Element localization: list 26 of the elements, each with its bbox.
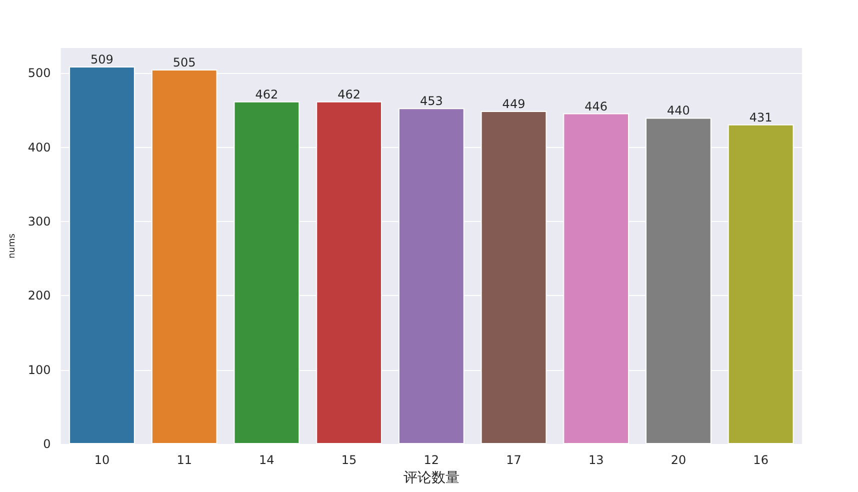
y-tick-label: 0 [43,437,51,451]
data-label: 431 [749,110,772,124]
data-label: 462 [255,87,278,102]
data-label: 505 [172,56,196,70]
data-label: 509 [90,52,114,67]
y-tick-label: 300 [28,214,51,229]
x-tick-label: 11 [176,453,192,467]
x-axis-title: 评论数量 [403,470,460,486]
data-label: 462 [338,87,360,102]
x-tick-label: 14 [259,453,274,467]
y-tick-label: 200 [28,288,51,303]
x-tick-label: 20 [670,453,686,467]
data-label: 449 [502,97,526,112]
y-tick-label: 500 [28,66,51,80]
data-label: 453 [420,94,443,108]
x-tick-label: 13 [588,453,604,467]
x-tick-label: 17 [506,453,522,467]
data-label: 440 [667,104,690,118]
y-axis-title: nums [8,233,18,258]
x-tick-label: 16 [753,453,768,467]
x-tick-label: 12 [424,453,440,467]
y-tick-label: 400 [28,140,51,154]
data-label: 446 [584,99,608,114]
y-tick-label: 100 [28,362,51,377]
x-tick-label: 15 [341,453,357,467]
x-tick-label: 10 [94,453,110,467]
